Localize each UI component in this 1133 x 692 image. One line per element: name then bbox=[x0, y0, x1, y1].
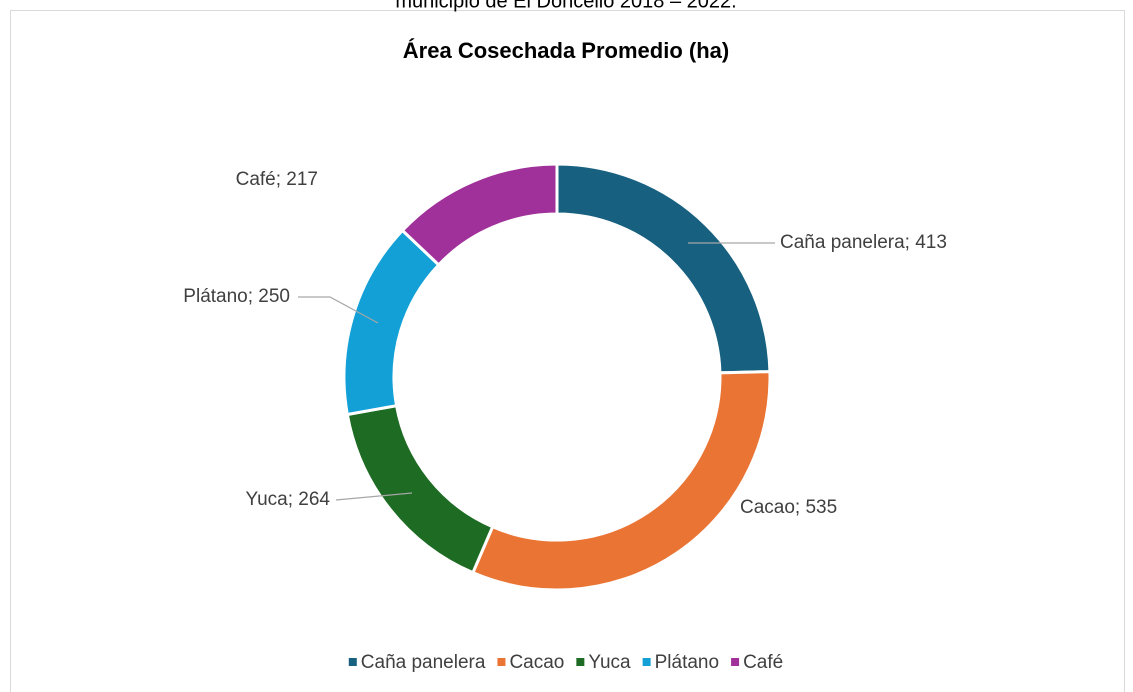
leader-line bbox=[335, 492, 413, 501]
data-label: Yuca; 264 bbox=[245, 489, 330, 510]
data-label: Plátano; 250 bbox=[183, 286, 290, 307]
legend-swatch bbox=[642, 658, 651, 666]
legend-swatch bbox=[731, 658, 740, 666]
legend-swatch bbox=[497, 658, 506, 666]
legend-label: Plátano bbox=[655, 652, 719, 673]
data-label: Caña panelera; 413 bbox=[780, 232, 947, 253]
data-label: Cacao; 535 bbox=[740, 497, 837, 518]
legend-swatch bbox=[348, 658, 357, 666]
chart-title: Área Cosechada Promedio (ha) bbox=[403, 38, 729, 63]
legend-label: Cacao bbox=[509, 652, 564, 673]
legend-label: Café bbox=[743, 652, 783, 673]
leader-line bbox=[298, 296, 379, 324]
legend-swatch bbox=[576, 658, 585, 666]
legend-label: Caña panelera bbox=[361, 652, 486, 673]
donut-slice bbox=[400, 162, 559, 267]
data-label: Café; 217 bbox=[236, 169, 318, 190]
donut-slice bbox=[470, 370, 772, 592]
legend-label: Yuca bbox=[588, 652, 631, 673]
caption: municipio de El Doncello 2018 – 2022. bbox=[395, 0, 736, 12]
